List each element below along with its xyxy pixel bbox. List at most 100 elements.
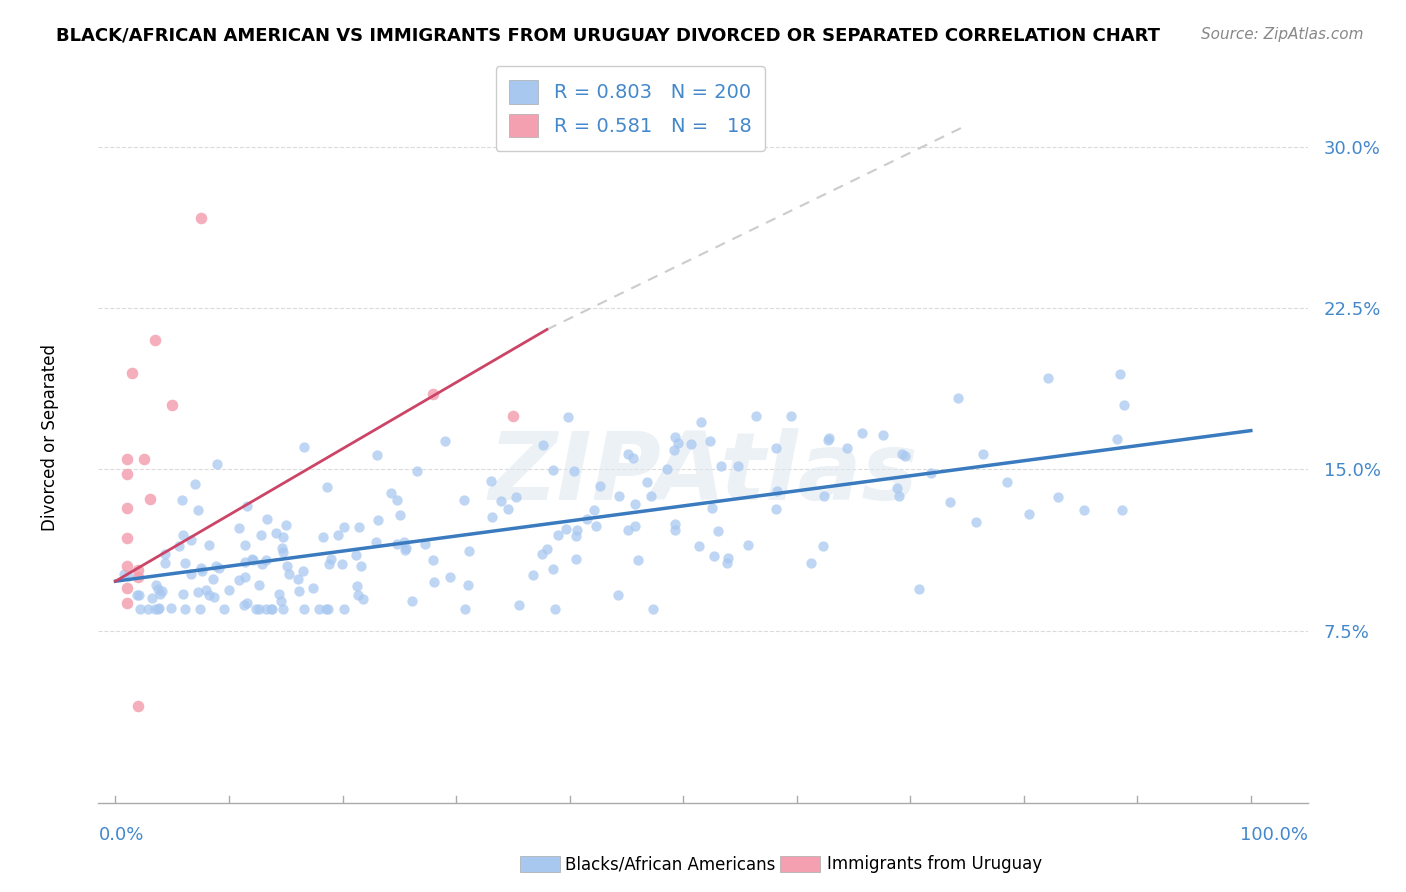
Point bbox=[364, 534, 387, 549]
Point bbox=[636, 475, 658, 489]
Point bbox=[292, 602, 315, 616]
Point bbox=[617, 447, 640, 461]
Point bbox=[939, 495, 962, 509]
Point bbox=[780, 409, 803, 423]
Point bbox=[607, 588, 630, 602]
Point bbox=[541, 463, 564, 477]
Point bbox=[132, 451, 155, 466]
Point bbox=[489, 494, 512, 508]
Point bbox=[145, 578, 167, 592]
Point bbox=[202, 591, 225, 605]
Point bbox=[236, 499, 259, 513]
Text: BLACK/AFRICAN AMERICAN VS IMMIGRANTS FROM URUGUAY DIVORCED OR SEPARATED CORRELAT: BLACK/AFRICAN AMERICAN VS IMMIGRANTS FRO… bbox=[56, 27, 1160, 45]
Point bbox=[908, 582, 931, 597]
Point bbox=[699, 434, 721, 449]
Point bbox=[585, 518, 607, 533]
Point bbox=[316, 602, 339, 616]
Point bbox=[766, 483, 789, 498]
Point bbox=[454, 602, 477, 616]
Point bbox=[260, 602, 283, 616]
Point bbox=[218, 582, 240, 597]
Point bbox=[174, 557, 197, 571]
Point bbox=[233, 538, 256, 552]
Point bbox=[330, 557, 353, 571]
Point bbox=[1018, 507, 1040, 521]
Point bbox=[813, 489, 835, 503]
Point bbox=[655, 462, 678, 476]
Point bbox=[127, 588, 149, 602]
Point bbox=[173, 602, 195, 616]
Point bbox=[872, 427, 894, 442]
Point bbox=[707, 524, 730, 538]
Point bbox=[700, 501, 723, 516]
Point bbox=[439, 570, 461, 584]
Point bbox=[172, 527, 194, 541]
Point bbox=[1038, 370, 1060, 384]
Point bbox=[262, 602, 284, 616]
Point bbox=[530, 547, 553, 561]
Point bbox=[149, 586, 172, 600]
Text: ZIPAtlas: ZIPAtlas bbox=[488, 427, 918, 520]
Point bbox=[640, 489, 662, 503]
Point bbox=[242, 552, 264, 566]
Point bbox=[321, 552, 343, 566]
Point bbox=[271, 544, 294, 558]
Point bbox=[333, 520, 356, 534]
Point bbox=[564, 464, 586, 478]
Point bbox=[276, 558, 298, 573]
Point bbox=[150, 583, 173, 598]
Point bbox=[624, 497, 647, 511]
Point bbox=[717, 551, 740, 566]
Point bbox=[141, 591, 163, 605]
Point bbox=[315, 602, 337, 616]
Point bbox=[366, 448, 388, 462]
Point bbox=[737, 537, 759, 551]
Point bbox=[367, 513, 389, 527]
Point bbox=[621, 450, 644, 465]
Point bbox=[276, 518, 298, 533]
Point bbox=[689, 415, 711, 429]
Point bbox=[1105, 432, 1128, 446]
Point bbox=[138, 492, 160, 507]
Point bbox=[254, 552, 277, 566]
Point bbox=[127, 570, 149, 584]
Point bbox=[389, 508, 412, 522]
Point bbox=[205, 558, 228, 573]
Point bbox=[115, 467, 138, 481]
Point bbox=[208, 561, 231, 575]
Point bbox=[172, 587, 194, 601]
Point bbox=[256, 512, 278, 526]
Point bbox=[662, 442, 685, 457]
Point bbox=[198, 589, 221, 603]
Point bbox=[557, 410, 579, 425]
Point bbox=[565, 528, 588, 542]
Point bbox=[457, 578, 479, 592]
Point bbox=[541, 562, 564, 576]
Point bbox=[385, 493, 408, 508]
Point bbox=[617, 523, 640, 537]
Point bbox=[641, 602, 664, 616]
Point bbox=[347, 520, 370, 534]
Point bbox=[508, 599, 530, 613]
Text: Divorced or Separated: Divorced or Separated bbox=[41, 343, 59, 531]
Text: 100.0%: 100.0% bbox=[1240, 826, 1308, 844]
Point bbox=[481, 510, 503, 524]
Point bbox=[817, 433, 839, 447]
Point bbox=[197, 538, 219, 552]
Point bbox=[115, 501, 138, 516]
Point bbox=[575, 512, 598, 526]
Point bbox=[385, 537, 408, 551]
Point bbox=[128, 588, 150, 602]
Point bbox=[502, 409, 524, 423]
Point bbox=[583, 502, 606, 516]
Point bbox=[946, 392, 969, 406]
Point bbox=[890, 447, 912, 461]
Point bbox=[703, 549, 725, 564]
Point bbox=[252, 557, 274, 571]
Point bbox=[233, 555, 256, 569]
Point bbox=[287, 572, 309, 586]
Point bbox=[143, 602, 166, 616]
Point bbox=[565, 552, 588, 566]
Point bbox=[233, 598, 256, 612]
Point bbox=[800, 557, 823, 571]
